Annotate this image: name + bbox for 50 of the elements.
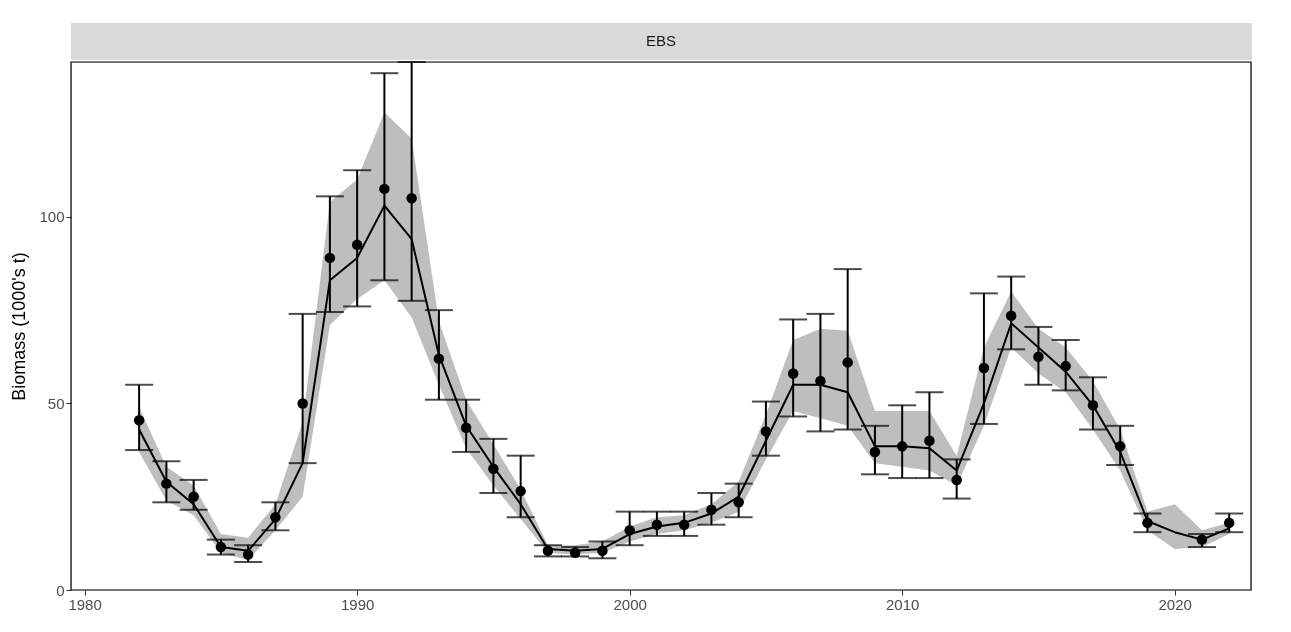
point [1087,400,1099,411]
point [651,519,663,530]
point [542,545,554,557]
x-tick-label: 2020 [1158,595,1192,613]
point [869,446,881,458]
point [133,414,145,426]
point [1114,441,1126,452]
point [733,497,744,508]
point [1223,517,1235,529]
y-axis-title: Biomass (1000's t) [9,252,30,401]
point [379,183,390,195]
point [624,525,635,536]
point [460,422,472,433]
point [351,239,363,251]
y-tick-label: 100 [39,208,65,226]
point [297,398,308,409]
point [951,474,962,486]
x-tick-label: 2010 [885,595,920,613]
x-tick-label: 1990 [340,595,375,613]
point [215,541,227,553]
point [842,357,853,368]
point [433,353,445,364]
point [569,547,581,558]
point [515,485,526,497]
point [815,375,826,387]
point [1196,534,1208,545]
y-tick-label: 0 [56,581,65,599]
point [706,504,717,516]
point [924,435,935,446]
chart-title: EBS [645,32,677,49]
point [242,549,254,560]
y-tick-label: 50 [47,394,65,412]
point [406,192,417,204]
point [678,519,690,530]
point [760,426,772,437]
point [270,512,281,523]
point [597,545,608,557]
x-tick-label: 1980 [68,595,102,613]
point [1033,351,1044,363]
point [978,362,990,374]
point [488,463,499,474]
point [188,491,199,502]
point [1060,360,1071,372]
point [1142,517,1153,529]
point [1005,310,1017,321]
point [161,478,172,489]
x-tick-label: 2000 [613,595,647,613]
point [896,441,908,452]
point [787,368,799,379]
point [324,252,336,264]
